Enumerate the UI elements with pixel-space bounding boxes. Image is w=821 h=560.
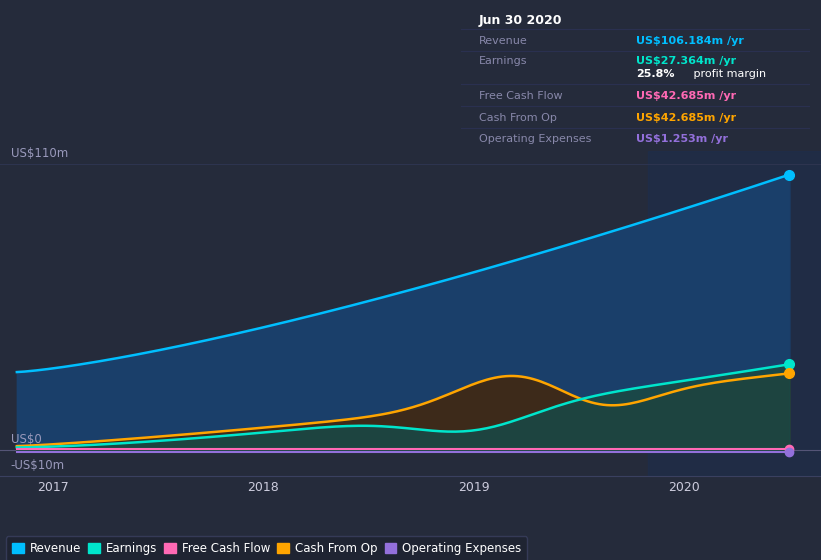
Text: Jun 30 2020: Jun 30 2020	[479, 14, 562, 27]
Text: US$42.685m /yr: US$42.685m /yr	[636, 91, 736, 101]
Text: Cash From Op: Cash From Op	[479, 113, 557, 123]
Text: US$1.253m /yr: US$1.253m /yr	[636, 134, 728, 144]
Text: 25.8%: 25.8%	[636, 69, 674, 79]
Text: Operating Expenses: Operating Expenses	[479, 134, 591, 144]
Text: Free Cash Flow: Free Cash Flow	[479, 91, 562, 101]
Text: US$42.685m /yr: US$42.685m /yr	[636, 113, 736, 123]
Text: profit margin: profit margin	[690, 69, 766, 79]
Text: US$106.184m /yr: US$106.184m /yr	[636, 35, 744, 45]
Text: Earnings: Earnings	[479, 55, 527, 66]
Legend: Revenue, Earnings, Free Cash Flow, Cash From Op, Operating Expenses: Revenue, Earnings, Free Cash Flow, Cash …	[6, 536, 527, 560]
Text: Revenue: Revenue	[479, 35, 528, 45]
Text: US$0: US$0	[11, 433, 41, 446]
Text: US$110m: US$110m	[11, 147, 68, 160]
Text: US$27.364m /yr: US$27.364m /yr	[636, 55, 736, 66]
Text: -US$10m: -US$10m	[11, 459, 65, 472]
Bar	[649, 151, 821, 476]
